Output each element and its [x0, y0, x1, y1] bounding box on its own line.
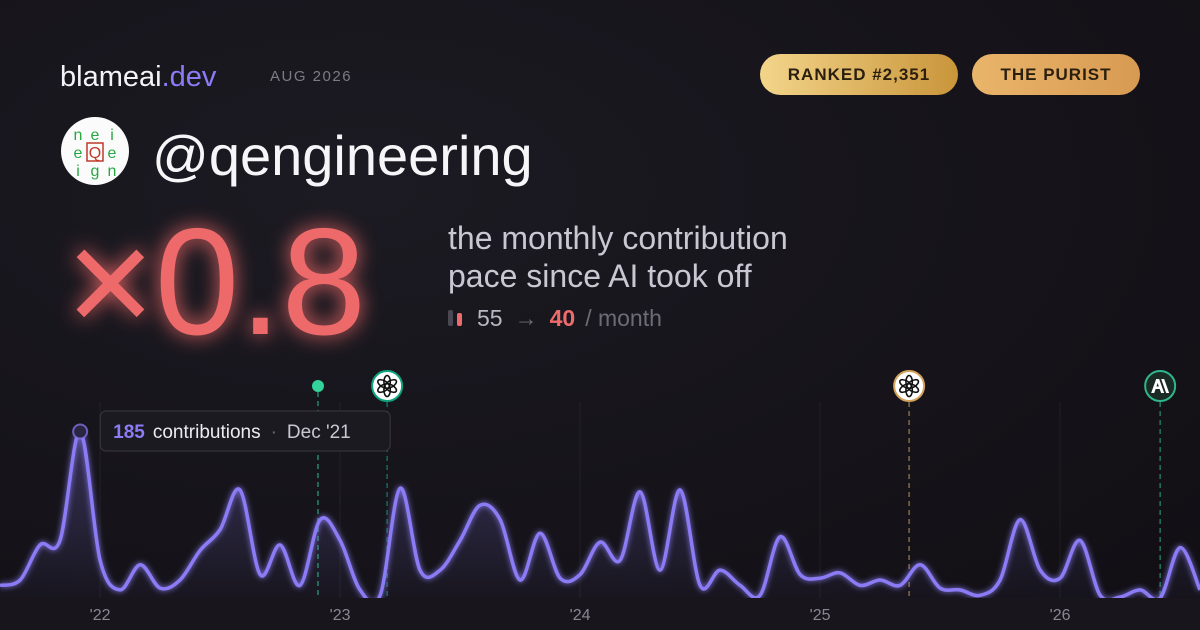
pace-arrow: → [515, 305, 538, 331]
pace-before: 55 [477, 305, 503, 331]
event-icon [899, 378, 913, 390]
x-tick-label: '22 [90, 607, 111, 624]
brand: blameai.dev [60, 61, 217, 93]
brand-name: blameai [60, 61, 162, 93]
area [0, 431, 1200, 598]
x-tick-label: '26 [1050, 607, 1071, 624]
badge [760, 54, 958, 95]
handle: @qengineering [152, 124, 533, 187]
avatar-letter: e [108, 145, 117, 162]
avatar-circle [61, 117, 129, 185]
tooltip-value: 185 [113, 422, 145, 443]
badge [972, 54, 1140, 95]
caption-line: pace since AI took off [448, 258, 752, 294]
event-icon [1151, 379, 1170, 393]
tooltip-date: Dec '21 [287, 422, 351, 443]
avatar-letter: i [110, 127, 114, 144]
highlight-point [72, 423, 89, 440]
tooltip-text: 185 contributions · Dec '21 [113, 422, 351, 443]
x-tick-label: '24 [570, 607, 591, 624]
avatar-letter: i [76, 163, 80, 180]
tooltip-label: contributions [153, 422, 261, 443]
brand-tld: .dev [162, 61, 217, 93]
pace-icon [448, 310, 453, 326]
caption-line: the monthly contribution [448, 220, 788, 256]
event-marker [371, 370, 404, 402]
line [0, 429, 1200, 598]
badge-text: RANKED #2,351 [788, 65, 930, 84]
chart: '22 '23 '24 '25 '26 185 contributions · Dec '21 [0, 370, 1200, 624]
x-tick-label: '25 [810, 607, 831, 624]
badge-text: THE PURIST [1000, 65, 1111, 84]
avatar-letter: e [74, 145, 83, 162]
tooltip [99, 410, 391, 452]
tooltip-separator: · [271, 422, 277, 443]
multiplier: ×0.8 [66, 197, 366, 367]
avatar-letter: n [108, 163, 117, 180]
event-icon [377, 378, 391, 390]
pace: 55 → 40 / month [477, 305, 662, 331]
avatar-letter: Q [89, 145, 101, 162]
pace-unit: / month [585, 305, 662, 331]
avatar-letter: g [91, 163, 100, 180]
avatar-letter: e [91, 127, 100, 144]
avatar-letter: n [74, 127, 83, 144]
event-marker [893, 370, 926, 402]
event-marker [312, 380, 324, 392]
axis-band [0, 598, 1200, 630]
brand-date: AUG 2026 [270, 68, 352, 85]
avatar-box [86, 142, 104, 162]
pace-after: 40 [550, 305, 576, 331]
pace-icon [457, 313, 462, 326]
x-tick-label: '23 [330, 607, 351, 624]
